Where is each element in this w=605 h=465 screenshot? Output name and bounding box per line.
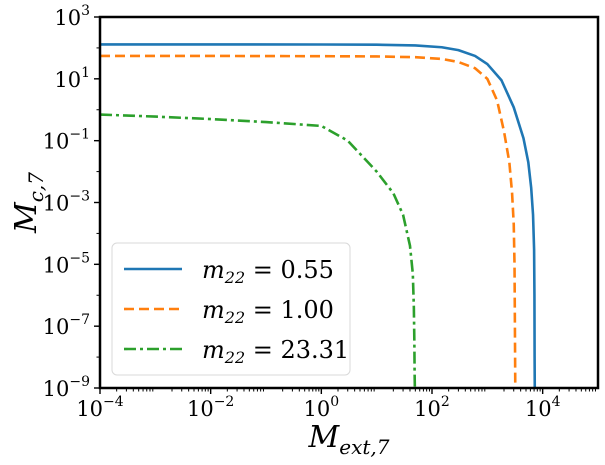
series-line-3: [100, 113, 417, 388]
plot-frame: [98, 15, 600, 390]
x-axis-label-base: M: [308, 420, 341, 455]
y-tick-label: 10−3: [43, 189, 90, 216]
legend-box: [111, 242, 351, 376]
y-axis-label: Mc,7: [9, 172, 48, 234]
y-tick-label: 10−1: [43, 127, 90, 154]
series-layer: [100, 43, 537, 388]
x-tick-label: 104: [525, 394, 561, 421]
x-tick-label: 10−4: [76, 394, 123, 421]
y-axis-label-base: M: [9, 201, 44, 234]
legend-label-1: m22 = 0.55: [202, 256, 334, 287]
y-tick-label: 103: [54, 3, 90, 30]
series-line-1: [100, 43, 537, 388]
y-tick-label: 101: [54, 65, 90, 92]
legend-label-2: m22 = 1.00: [202, 296, 334, 327]
x-axis-label: Mext,7: [308, 420, 390, 459]
series-line-2: [100, 54, 517, 388]
x-tick-label: 102: [414, 394, 450, 421]
y-tick-label: 10−7: [43, 312, 90, 339]
ticks-layer: 10−4 10−2 100 102 104 10−9 10−7 10−5 10−3 10−1 101…: [43, 3, 596, 421]
x-axis-label-sub: ext,7: [339, 435, 390, 459]
y-tick-label: 10−5: [43, 250, 90, 277]
y-axis-label-sub: c,7: [24, 172, 48, 203]
legend: m22 = 0.55 m22 = 1.00 m22 = 23.31: [111, 242, 351, 376]
y-tick-label: 10−9: [43, 374, 90, 401]
legend-label-3: m22 = 23.31: [202, 336, 349, 367]
x-tick-label: 10−2: [187, 394, 234, 421]
x-tick-label: 100: [304, 394, 340, 421]
